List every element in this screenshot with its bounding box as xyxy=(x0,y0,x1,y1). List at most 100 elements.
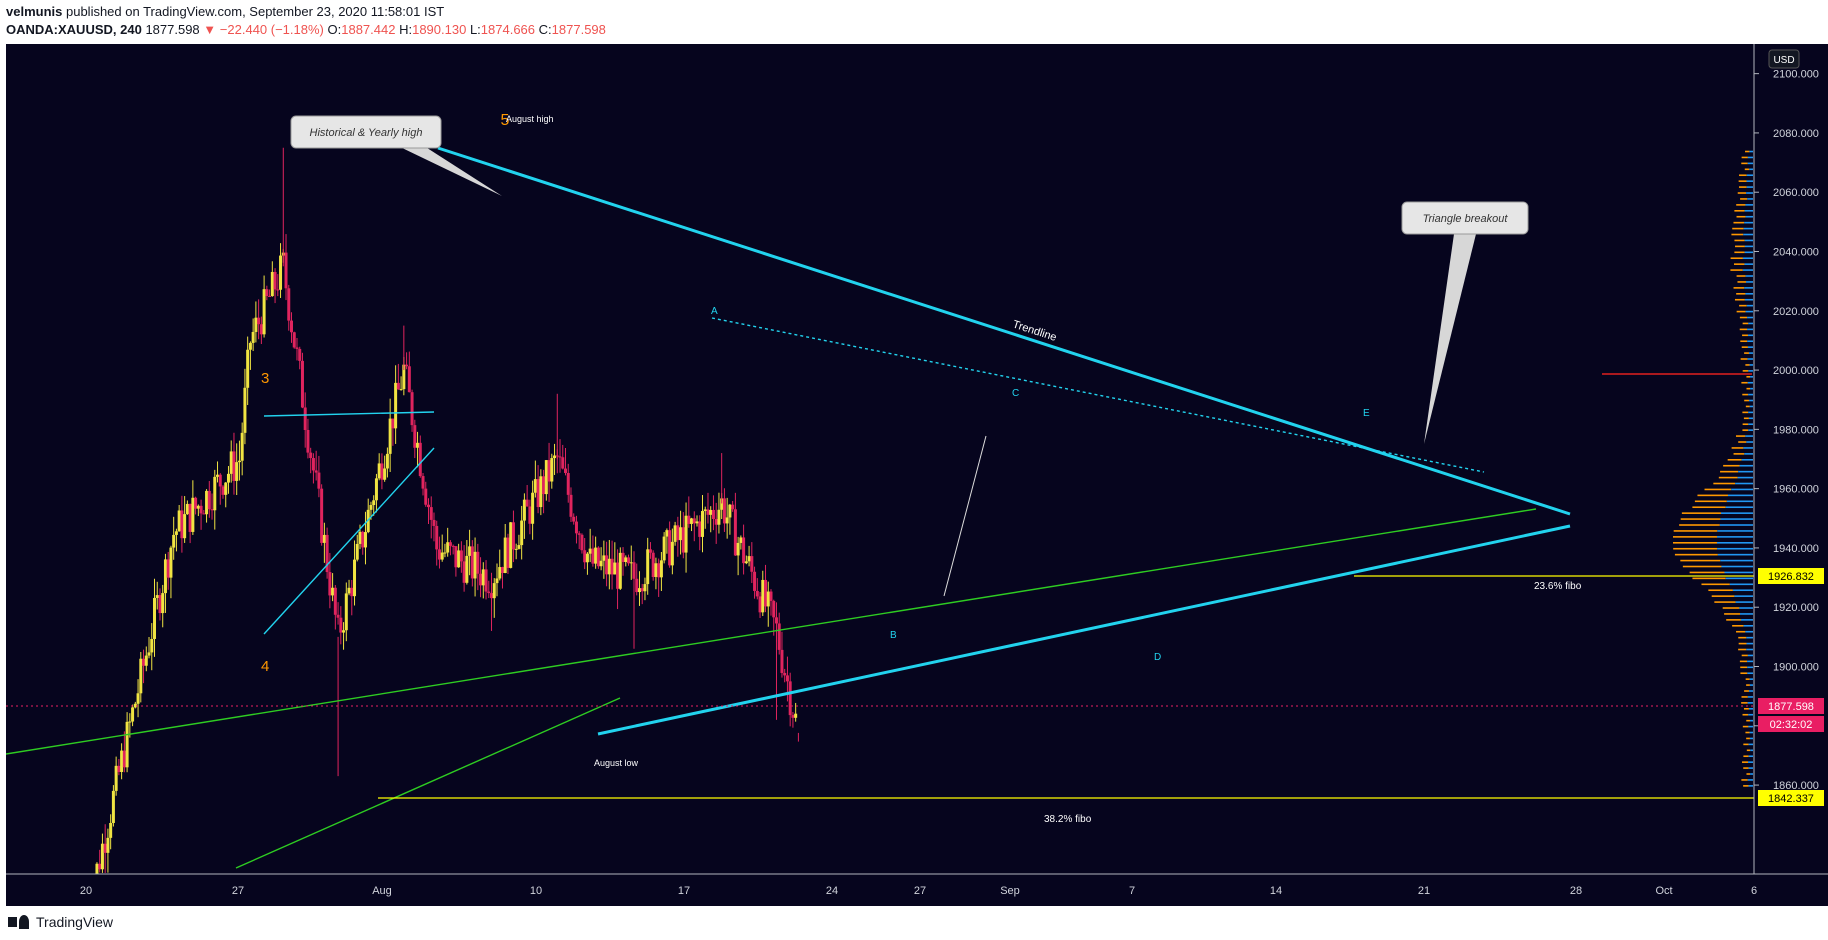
volume-bar-down xyxy=(1746,441,1753,443)
volume-bar-down xyxy=(1746,174,1753,177)
volume-bar-up xyxy=(1673,530,1718,532)
candle-body xyxy=(413,425,417,448)
volume-bar-up xyxy=(1742,429,1749,431)
volume-bar-down xyxy=(1747,156,1753,159)
candle-body xyxy=(125,721,129,768)
candle-body xyxy=(232,451,236,481)
candle-body xyxy=(698,521,702,537)
candle-body xyxy=(273,271,277,290)
volume-bar-up xyxy=(1736,293,1746,295)
volume-bar-down xyxy=(1749,150,1753,153)
candle-body xyxy=(503,537,507,574)
volume-bar-down xyxy=(1744,298,1753,301)
candle-body xyxy=(473,551,477,579)
candle-body xyxy=(451,545,455,547)
candle-body xyxy=(350,587,354,597)
white-rise-line[interactable] xyxy=(943,435,987,597)
flag-upper-line[interactable] xyxy=(263,411,435,417)
wave-4-label: 4 xyxy=(261,658,269,675)
triangle-breakout-callout[interactable]: Triangle breakout xyxy=(1401,201,1529,444)
candle-body xyxy=(668,530,672,566)
publisher-name[interactable]: velmunis xyxy=(6,4,63,19)
candle-body xyxy=(484,569,488,592)
upper-trendline[interactable] xyxy=(437,146,1571,516)
volume-bar-down xyxy=(1719,524,1753,526)
green-channel-line[interactable] xyxy=(235,697,621,869)
candle-body xyxy=(147,652,151,656)
volume-bar-down xyxy=(1745,275,1753,277)
price-axis[interactable]: 1860.0001880.0001900.0001920.0001940.000… xyxy=(1753,44,1828,906)
candle-body xyxy=(303,407,307,431)
currency-button[interactable] xyxy=(1768,49,1800,69)
candle-body xyxy=(117,765,121,773)
candle-body xyxy=(270,271,274,297)
candle-body xyxy=(429,507,433,520)
price-chart[interactable]: Historical & Yearly high Triangle breako… xyxy=(6,44,1828,906)
candle-body xyxy=(673,525,677,542)
candle-body xyxy=(320,488,324,543)
volume-bar-down xyxy=(1748,417,1753,420)
volume-bar-up xyxy=(1740,672,1748,675)
candle-body xyxy=(547,460,551,482)
candle-body xyxy=(580,534,584,551)
candle-body xyxy=(396,382,400,390)
candle-body xyxy=(511,522,515,550)
candle-body xyxy=(128,721,132,723)
volume-bar-down xyxy=(1717,536,1753,538)
volume-bar-up xyxy=(1682,565,1722,568)
candle-body xyxy=(385,453,389,469)
ohlc-line: OANDA:XAUUSD, 240 1877.598 ▼ −22.440 (−1… xyxy=(6,22,606,37)
candle-body xyxy=(739,537,743,543)
historical-high-callout[interactable]: Historical & Yearly high xyxy=(290,115,502,196)
time-axis[interactable]: 20 27 Aug 10 17 24 27 Sep 7 14 21 28 Oct 6 xyxy=(6,873,1828,906)
candle-body xyxy=(309,452,313,459)
candle-body xyxy=(443,552,447,554)
volume-bar-up xyxy=(1726,619,1741,621)
volume-bar-up xyxy=(1745,678,1750,680)
candle-body xyxy=(221,486,225,495)
candle-body xyxy=(437,549,441,560)
x-tick-label: Oct xyxy=(1655,885,1672,897)
candle-body xyxy=(542,476,546,495)
volume-bar-down xyxy=(1744,245,1753,248)
currency-button-label: USD xyxy=(1773,55,1794,66)
volume-bar-down xyxy=(1732,589,1753,592)
volume-bar-down xyxy=(1749,678,1753,680)
volume-bar-down xyxy=(1739,607,1753,609)
volume-bar-down xyxy=(1744,287,1753,289)
tradingview-logo[interactable]: TradingView xyxy=(8,914,113,930)
triangle-breakout-text: Triangle breakout xyxy=(1423,213,1509,225)
volume-bar-down xyxy=(1746,304,1753,307)
flag-lower-line[interactable] xyxy=(263,447,435,635)
volume-bar-up xyxy=(1718,476,1738,479)
volume-bar-up xyxy=(1738,186,1747,188)
green-support-line[interactable] xyxy=(6,508,1537,755)
candle-body xyxy=(161,593,165,614)
candle-body xyxy=(476,551,480,574)
candle-body xyxy=(591,548,595,564)
volume-bar-down xyxy=(1724,571,1753,574)
volume-bar-up xyxy=(1735,245,1745,248)
candle-body xyxy=(402,364,406,390)
lower-trendline[interactable] xyxy=(597,524,1571,736)
candle-body xyxy=(344,593,348,631)
candle-body xyxy=(596,547,600,567)
volume-bar-up xyxy=(1739,304,1747,307)
volume-bar-down xyxy=(1717,553,1753,556)
candle-body xyxy=(185,503,189,515)
volume-bar-up xyxy=(1739,316,1748,319)
a-c-e-dotted-line[interactable] xyxy=(711,317,1485,473)
candle-body xyxy=(361,531,365,548)
candle-body xyxy=(621,552,625,563)
volume-bar-down xyxy=(1744,239,1753,242)
candle-body xyxy=(747,556,751,562)
volume-bar-down xyxy=(1746,186,1753,188)
candle-body xyxy=(139,658,143,694)
volume-bar-up xyxy=(1746,737,1750,740)
volume-bar-down xyxy=(1747,346,1753,348)
candle-body xyxy=(388,418,392,454)
candle-body xyxy=(106,837,110,853)
volume-bar-up xyxy=(1733,221,1745,224)
volume-bar-down xyxy=(1747,381,1753,384)
volume-bar-down xyxy=(1720,518,1753,520)
